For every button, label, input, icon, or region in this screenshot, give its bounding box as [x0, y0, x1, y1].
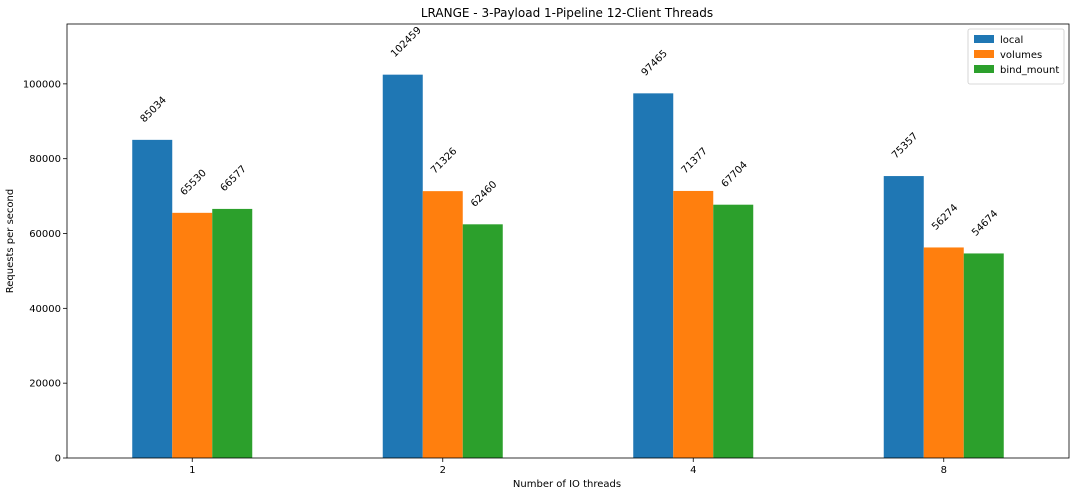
data-label-volumes-2: 71326	[429, 146, 459, 176]
bar-volumes-4[interactable]	[673, 190, 714, 458]
y-axis-label: Requests per second	[5, 189, 16, 293]
legend-label-volumes: volumes	[1000, 50, 1042, 61]
plot-area: 85034 65530 66577 102459 71326 62460 97465 7137…	[23, 23, 1070, 476]
bar-volumes-1[interactable]	[172, 212, 213, 458]
y-tick-label-20000: 20000	[29, 379, 61, 390]
bar-volumes-2[interactable]	[422, 191, 463, 458]
x-tick-label-8: 8	[941, 465, 947, 476]
bar-bind_mount-1[interactable]	[212, 208, 253, 458]
bar-bind_mount-4[interactable]	[713, 204, 754, 458]
x-tick-label-2: 2	[440, 465, 446, 476]
legend-label-bind_mount: bind_mount	[1000, 65, 1059, 76]
legend: local volumes bind_mount	[967, 28, 1065, 85]
chart-title: LRANGE - 3-Payload 1-Pipeline 12-Client …	[421, 6, 713, 20]
axes-frame	[66, 23, 1070, 459]
data-label-local-2: 102459	[389, 25, 424, 60]
y-tick-label-60000: 60000	[29, 229, 61, 240]
legend-swatch-volumes	[974, 50, 994, 58]
data-label-local-8: 75357	[890, 131, 920, 161]
data-label-volumes-8: 56274	[930, 202, 960, 232]
legend-swatch-local	[974, 35, 994, 43]
x-tick-label-1: 1	[189, 465, 195, 476]
y-tick-label-100000: 100000	[23, 79, 61, 90]
x-tick-label-4: 4	[690, 465, 696, 476]
data-label-volumes-1: 65530	[179, 168, 209, 198]
bar-volumes-8[interactable]	[923, 247, 964, 458]
data-label-bind_mount-4: 67704	[720, 160, 750, 190]
data-label-bind_mount-2: 62460	[469, 179, 499, 209]
x-axis-label: Number of IO threads	[513, 479, 621, 490]
data-label-local-4: 97465	[640, 48, 670, 78]
legend-swatch-bind_mount	[974, 65, 994, 73]
legend-label-local: local	[1000, 35, 1023, 46]
bar-local-2[interactable]	[382, 74, 423, 458]
bar-bind_mount-8[interactable]	[963, 253, 1004, 458]
bar-local-4[interactable]	[633, 93, 674, 458]
data-label-bind_mount-8: 54674	[970, 208, 1000, 238]
y-tick-label-0: 0	[55, 454, 61, 465]
data-label-local-1: 85034	[139, 95, 169, 125]
bar-bind_mount-2[interactable]	[462, 224, 503, 458]
bar-local-1[interactable]	[132, 139, 173, 459]
y-tick-label-80000: 80000	[29, 154, 61, 165]
y-tick-label-40000: 40000	[29, 304, 61, 315]
bar-local-8[interactable]	[883, 176, 924, 458]
data-label-bind_mount-1: 66577	[219, 164, 249, 194]
data-label-volumes-4: 71377	[680, 146, 710, 176]
